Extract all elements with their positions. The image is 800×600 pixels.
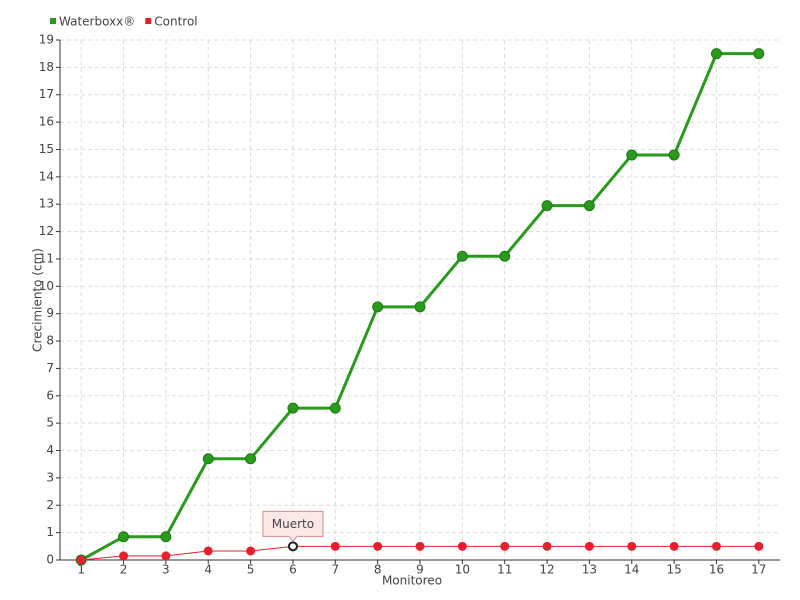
data-point [329, 402, 341, 414]
y-tick-label: 8 [46, 334, 54, 348]
annotation-label: Muerto [272, 517, 314, 531]
y-tick-label: 9 [46, 306, 54, 320]
x-tick-label: 2 [120, 563, 128, 577]
data-point [583, 200, 595, 212]
data-point [626, 149, 638, 161]
y-tick-label: 5 [46, 416, 54, 430]
y-tick-label: 11 [39, 251, 54, 265]
data-point [373, 541, 383, 551]
data-point [203, 546, 213, 556]
annotation-box [262, 510, 324, 543]
y-axis-label: Crecimiento (cm) [31, 248, 45, 352]
data-point [669, 541, 679, 551]
y-tick-label: 4 [46, 443, 54, 457]
data-point [710, 48, 722, 60]
x-tick-label: 13 [582, 563, 597, 577]
x-tick-label: 11 [497, 563, 512, 577]
x-tick-label: 17 [751, 563, 766, 577]
data-point [584, 541, 594, 551]
data-point [372, 301, 384, 313]
data-point [246, 546, 256, 556]
y-tick-label: 19 [39, 33, 54, 47]
y-tick-label: 0 [46, 553, 54, 567]
x-tick-label: 5 [247, 563, 255, 577]
data-point [499, 250, 511, 262]
data-point [119, 551, 129, 561]
x-tick-label: 16 [709, 563, 724, 577]
data-point [754, 541, 764, 551]
data-point [76, 555, 86, 565]
data-point [202, 453, 214, 465]
x-tick-label: 14 [624, 563, 639, 577]
data-point [287, 541, 298, 552]
y-tick-label: 2 [46, 498, 54, 512]
x-tick-label: 1 [77, 563, 85, 577]
y-tick-label: 15 [39, 142, 54, 156]
data-point [118, 531, 130, 543]
data-point [711, 541, 721, 551]
y-tick-label: 6 [46, 388, 54, 402]
data-point [415, 541, 425, 551]
data-point [627, 541, 637, 551]
data-point [541, 200, 553, 212]
y-tick-label: 18 [39, 60, 54, 74]
data-point [753, 48, 765, 60]
x-tick-label: 6 [289, 563, 297, 577]
x-tick-label: 8 [374, 563, 382, 577]
x-tick-label: 4 [204, 563, 212, 577]
y-tick-label: 7 [46, 361, 54, 375]
y-tick-label: 14 [39, 169, 54, 183]
data-point [330, 541, 340, 551]
legend-swatch [145, 18, 152, 24]
x-tick-label: 9 [416, 563, 424, 577]
y-tick-label: 3 [46, 470, 54, 484]
x-axis-label: Monitoreo [382, 574, 442, 588]
data-point [245, 453, 257, 465]
data-point [457, 541, 467, 551]
x-tick-label: 10 [455, 563, 470, 577]
legend-label: Control [154, 15, 197, 29]
data-point [414, 301, 426, 313]
data-point [160, 531, 172, 543]
y-tick-label: 16 [39, 115, 54, 129]
data-point [287, 402, 299, 414]
data-point [542, 541, 552, 551]
x-tick-label: 15 [666, 563, 681, 577]
y-tick-label: 1 [46, 525, 54, 539]
legend-label: Waterboxx® [59, 15, 135, 29]
data-point [668, 149, 680, 161]
x-tick-label: 7 [331, 563, 339, 577]
data-point [456, 250, 468, 262]
y-tick-label: 10 [39, 279, 54, 293]
x-tick-label: 12 [539, 563, 554, 577]
y-tick-label: 13 [39, 197, 54, 211]
data-point [161, 551, 171, 561]
legend-swatch [50, 18, 56, 24]
y-tick-label: 12 [39, 224, 54, 238]
x-tick-label: 3 [162, 563, 170, 577]
y-tick-label: 17 [39, 87, 54, 101]
data-point [500, 541, 510, 551]
